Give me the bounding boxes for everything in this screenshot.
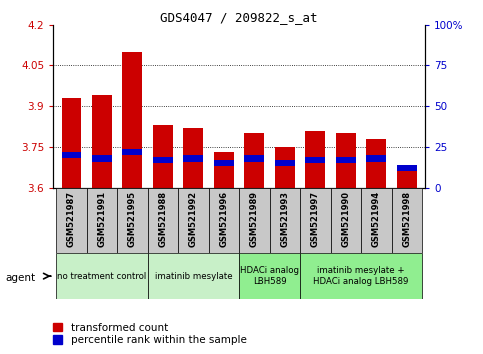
Bar: [367, 155, 386, 161]
Bar: [153, 125, 173, 188]
Bar: [92, 155, 112, 161]
Text: GSM521991: GSM521991: [98, 191, 106, 247]
Bar: [270, 188, 300, 253]
Text: GSM521997: GSM521997: [311, 191, 320, 247]
Text: GSM521998: GSM521998: [402, 191, 411, 247]
Bar: [56, 253, 148, 299]
Bar: [214, 152, 234, 188]
Bar: [148, 253, 239, 299]
Bar: [153, 157, 173, 163]
Bar: [239, 188, 270, 253]
Legend: transformed count, percentile rank within the sample: transformed count, percentile rank withi…: [53, 322, 246, 345]
Bar: [244, 155, 264, 161]
Bar: [239, 253, 300, 299]
Bar: [305, 157, 325, 163]
Bar: [92, 95, 112, 188]
Text: GSM521994: GSM521994: [372, 191, 381, 247]
Text: HDACi analog
LBH589: HDACi analog LBH589: [240, 267, 299, 286]
Bar: [117, 188, 148, 253]
Text: GSM521990: GSM521990: [341, 191, 350, 247]
Text: no treatment control: no treatment control: [57, 272, 146, 281]
Text: GSM521992: GSM521992: [189, 191, 198, 247]
Text: GSM521987: GSM521987: [67, 191, 76, 247]
Bar: [209, 188, 239, 253]
Bar: [123, 149, 142, 155]
Text: GSM521996: GSM521996: [219, 191, 228, 247]
Bar: [275, 160, 295, 166]
Bar: [56, 188, 86, 253]
Text: imatinib mesylate +
HDACi analog LBH589: imatinib mesylate + HDACi analog LBH589: [313, 267, 409, 286]
Bar: [123, 52, 142, 188]
Bar: [184, 155, 203, 161]
Bar: [148, 188, 178, 253]
Bar: [367, 139, 386, 188]
Bar: [392, 188, 422, 253]
Bar: [300, 253, 422, 299]
Bar: [244, 133, 264, 188]
Bar: [397, 165, 417, 171]
Bar: [178, 188, 209, 253]
Bar: [361, 188, 392, 253]
Bar: [336, 133, 355, 188]
Text: imatinib mesylate: imatinib mesylate: [155, 272, 232, 281]
Bar: [214, 160, 234, 166]
Text: GSM521988: GSM521988: [158, 191, 168, 247]
Bar: [275, 147, 295, 188]
Title: GDS4047 / 209822_s_at: GDS4047 / 209822_s_at: [160, 11, 318, 24]
Text: GSM521995: GSM521995: [128, 191, 137, 247]
Bar: [86, 188, 117, 253]
Bar: [330, 188, 361, 253]
Text: GSM521989: GSM521989: [250, 191, 259, 247]
Bar: [61, 98, 81, 188]
Bar: [300, 188, 330, 253]
Bar: [184, 128, 203, 188]
Bar: [397, 169, 417, 188]
Bar: [336, 157, 355, 163]
Bar: [305, 131, 325, 188]
Bar: [61, 152, 81, 158]
Text: GSM521993: GSM521993: [280, 191, 289, 247]
Text: agent: agent: [6, 273, 36, 283]
